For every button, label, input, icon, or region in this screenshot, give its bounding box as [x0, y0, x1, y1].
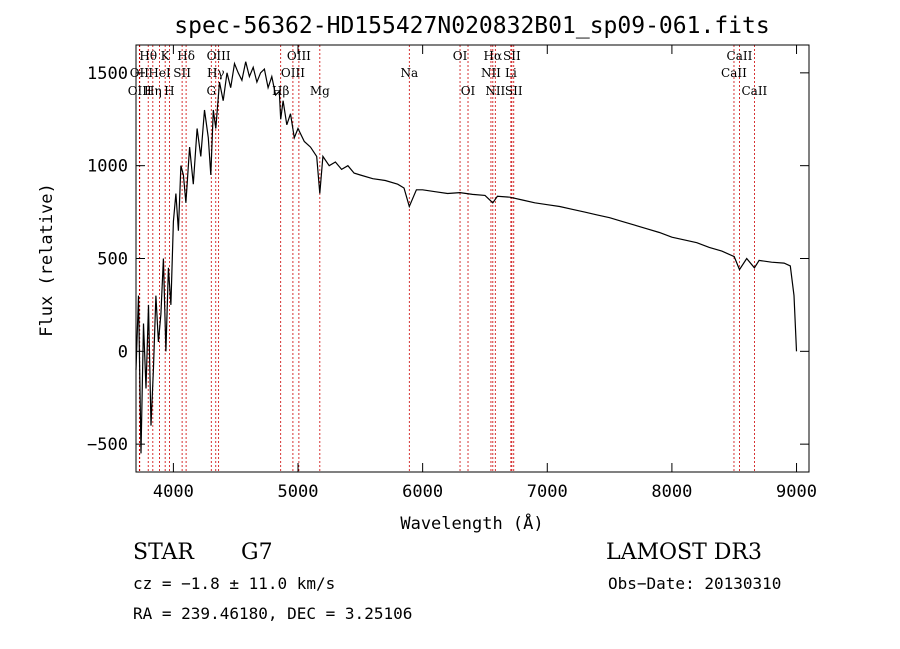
line-marker-label: OIII: [287, 49, 311, 63]
x-tick-label: 6000: [402, 482, 443, 502]
object-subclass: G7: [241, 540, 273, 565]
survey-name: LAMOST DR3: [606, 540, 762, 565]
line-marker-label: CaII: [721, 66, 747, 80]
line-marker-label: CaII: [741, 84, 767, 98]
line-marker-label: Hα: [484, 49, 503, 63]
line-marker-label: Hγ: [207, 66, 225, 80]
line-marker-label: OIII: [281, 66, 305, 80]
x-axis-ticks: 4000 5000 6000 7000 8000 9000: [153, 45, 817, 502]
y-tick-label: 1500: [87, 64, 128, 84]
line-marker-label: Hη: [144, 84, 162, 98]
line-marker-label: H: [164, 84, 174, 98]
x-tick-label: 8000: [651, 482, 692, 502]
line-marker-label: HeI: [148, 66, 171, 80]
line-marker-label: K: [161, 49, 171, 63]
y-tick-label: 500: [97, 250, 128, 270]
y-axis-label: Flux (relative): [37, 183, 57, 337]
y-axis-ticks: −500 0 500 1000 1500: [87, 64, 809, 455]
line-marker-label: Na: [400, 66, 418, 80]
spectrum-line: [135, 61, 798, 454]
line-marker-label: Hδ: [177, 49, 195, 63]
line-marker-label: SII: [173, 66, 191, 80]
line-marker-label: Hθ: [139, 49, 157, 63]
line-marker-label: NII: [485, 84, 505, 98]
y-tick-label: 1000: [87, 157, 128, 177]
x-tick-label: 7000: [527, 482, 568, 502]
line-marker-label: OI: [453, 49, 468, 63]
line-marker-label: SII: [505, 84, 523, 98]
obs-date: Obs−Date: 20130310: [608, 574, 782, 593]
line-marker-label: OIII: [128, 84, 152, 98]
line-marker-label: G: [206, 84, 216, 98]
line-marker-label: Mg: [310, 84, 330, 98]
spectral-line-markers: [138, 45, 755, 472]
line-marker-label: NII: [481, 66, 501, 80]
y-tick-label: −500: [87, 435, 128, 455]
velocity-readout: cz = −1.8 ± 11.0 km/s: [133, 574, 336, 593]
line-marker-label: CaII: [727, 49, 753, 63]
x-tick-label: 4000: [153, 482, 194, 502]
object-class: STAR: [133, 540, 194, 565]
chart-title: spec-56362-HD155427N020832B01_sp09-061.f…: [174, 13, 769, 39]
y-tick-label: 0: [118, 342, 128, 362]
x-axis-label: Wavelength (Å): [400, 512, 543, 534]
line-marker-label: OI: [461, 84, 476, 98]
x-tick-label: 9000: [776, 482, 817, 502]
line-marker-label: SII: [503, 49, 521, 63]
x-tick-label: 5000: [278, 482, 319, 502]
plot-frame: [135, 44, 810, 473]
coordinates: RA = 239.46180, DEC = 3.25106: [133, 604, 413, 623]
line-marker-label: OIII: [207, 49, 231, 63]
line-marker-label: Li: [505, 66, 517, 80]
